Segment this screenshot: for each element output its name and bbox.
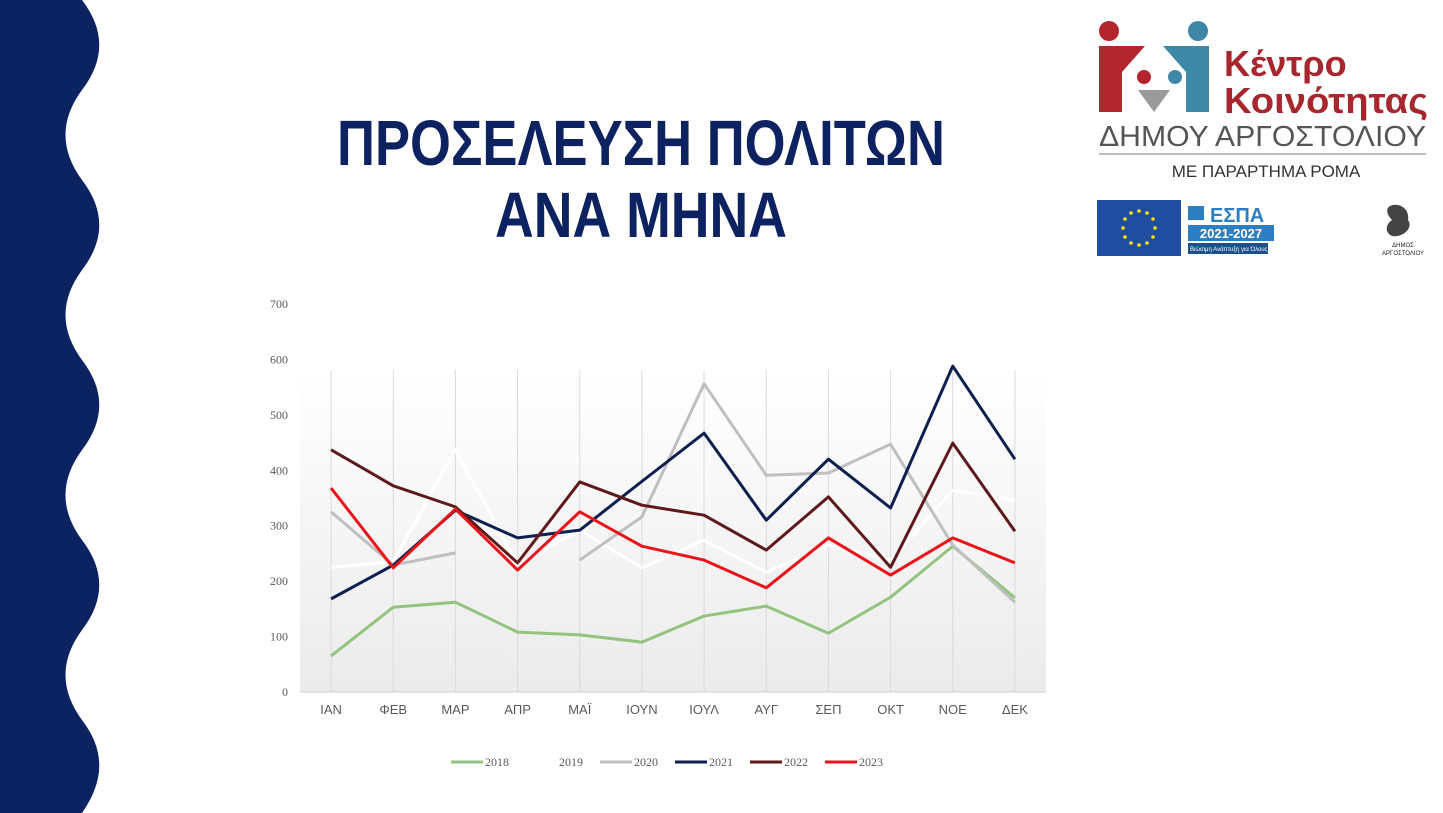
title-line: ΠΡΟΣΕΛΕΥΣΗ ΠΟΛΙΤΩΝ [337,107,945,179]
logo-text: Κέντρο [1224,43,1347,84]
x-tick-label: ΟΚΤ [877,702,904,717]
x-tick-label: ΙΑΝ [320,702,342,717]
y-tick-label: 300 [270,519,288,533]
x-tick-label: ΜΑΪ [568,702,592,717]
y-tick-label: 0 [282,685,288,699]
title-line: ΑΝΑ ΜΗΝΑ [495,179,787,251]
chart: 0 100 200 300 400 500 600 700 ΙΑΝ ΦΕΒ ΜΑΡ ΑΠΡ ΜΑΪ ΙΟΥ… [270,297,1046,769]
y-tick-label: 400 [270,463,288,477]
x-tick-label: ΙΟΥΛ [689,702,719,717]
wave-band [0,0,100,813]
y-tick-label: 700 [270,297,288,311]
center-logo: Κέντρο Κοινότητας ΔΗΜΟΥ ΑΡΓΟΣΤΟΛΙΟΥ ΜΕ Π… [1099,21,1428,181]
logo-text: Κοινότητας [1224,80,1428,121]
x-tick-label: ΝΟΕ [939,702,968,717]
series-line [330,441,1017,569]
logo-text: Βιώσιμη Ανάπτυξη για Όλους [1190,246,1268,253]
x-tick-label: ΑΥΓ [754,702,778,717]
legend-label: 2020 [634,755,658,769]
logo-text: ΔΗΜΟΥ ΑΡΓΟΣΤΟΛΙΟΥ [1099,121,1426,153]
x-tick-label: ΣΕΠ [815,702,841,717]
y-tick-label: 100 [270,630,288,644]
y-tick-label: 200 [270,574,288,588]
x-tick-label: ΙΟΥΝ [626,702,657,717]
x-tick-label: ΦΕΒ [379,702,407,717]
espa-logo: ΕΣΠΑ 2021-2027 Βιώσιμη Ανάπτυξη για Όλου… [1188,205,1274,254]
legend-label: 2021 [709,755,733,769]
legend-label: 2018 [485,755,509,769]
eu-flag [1097,200,1181,256]
series-line [330,544,1016,658]
y-tick-label: 600 [270,352,288,366]
logo-text: ΔΗΜΟΣ [1392,243,1414,249]
logo-text: ΜΕ ΠΑΡΑΡΤΗΜΑ ΡΟΜΑ [1172,162,1361,181]
legend-label: 2022 [784,755,808,769]
logo-text: 2021-2027 [1200,226,1262,241]
legend-label: 2023 [859,755,883,769]
plot-area [300,370,1046,692]
x-tick-label: ΜΑΡ [441,702,469,717]
dimos-logo: ΔΗΜΟΣ ΑΡΓΟΣΤΟΛΙΟΥ [1382,204,1424,257]
x-tick-label: ΑΠΡ [504,702,531,717]
logo-text: ΕΣΠΑ [1210,205,1264,227]
logo-text: ΑΡΓΟΣΤΟΛΙΟΥ [1382,251,1424,257]
x-tick-label: ΔΕΚ [1002,702,1028,717]
legend-label: 2019 [559,755,583,769]
series-line [329,487,1016,590]
y-tick-label: 500 [270,408,288,422]
